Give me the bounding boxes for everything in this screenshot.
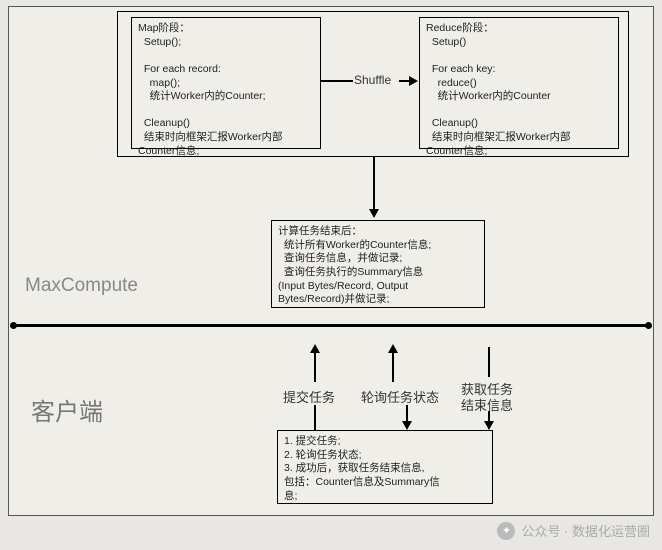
submit-label: 提交任务: [283, 387, 335, 406]
shuffle-arrow-line-left: [321, 80, 353, 82]
top-to-summary-head: [369, 209, 379, 218]
shuffle-label: Shuffle: [354, 73, 391, 87]
divider-line: [13, 324, 649, 327]
summary-box: 计算任务结束后： 统计所有Worker的Counter信息; 查询任务信息，并做…: [271, 220, 485, 308]
reduce-box: Reduce阶段： Setup() For each key: reduce()…: [419, 17, 619, 149]
get-arrow-head: [484, 421, 494, 430]
client-steps-box: 1. 提交任务; 2. 轮询任务状态; 3. 成功后，获取任务结束信息, 包括：…: [277, 430, 493, 504]
watermark-text: 公众号 · 数据化运营圈: [521, 521, 650, 540]
shuffle-arrow-head: [409, 76, 418, 86]
maxcompute-label: MaxCompute: [25, 275, 138, 297]
poll-arrow-up-line: [392, 352, 394, 382]
top-to-summary-line: [373, 157, 375, 211]
submit-arrow-line2: [314, 405, 316, 430]
diagram-canvas: Map阶段： Setup(); For each record: map(); …: [8, 6, 654, 516]
poll-label: 轮询任务状态: [361, 387, 439, 406]
watermark: ✦ 公众号 · 数据化运营圈: [497, 521, 650, 540]
client-label: 客户端: [31, 392, 103, 427]
get-arrow-line: [488, 347, 490, 377]
wechat-icon: ✦: [497, 522, 515, 540]
submit-arrow-line: [314, 352, 316, 382]
get-label-2: 结束信息: [461, 395, 513, 414]
map-box: Map阶段： Setup(); For each record: map(); …: [131, 17, 321, 149]
poll-arrow-down-head: [402, 421, 412, 430]
